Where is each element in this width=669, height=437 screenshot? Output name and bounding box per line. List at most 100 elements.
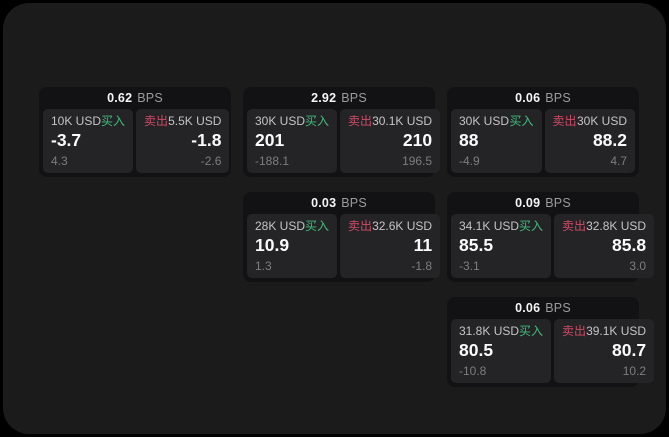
quote-panels: 30K USD 买入 88 -4.9 卖出 30K USD 88.2 4.7 [451, 109, 635, 173]
quote-panels: 34.1K USD 买入 85.5 -3.1 卖出 32.8K USD 85.8… [451, 214, 655, 278]
buy-sub-value: -3.1 [459, 259, 480, 273]
sell-panel[interactable]: 卖出 5.5K USD -1.8 -2.6 [136, 109, 230, 173]
buy-panel[interactable]: 30K USD 买入 201 -188.1 [247, 109, 338, 173]
quote-card: 0.06 BPS 31.8K USD 买入 80.5 -10.8 卖出 39.1… [447, 297, 655, 387]
buy-panel-top: 10K USD 买入 [51, 114, 125, 129]
buy-panel-top: 34.1K USD 买入 [459, 219, 543, 234]
sell-notional: 30K USD [576, 114, 627, 128]
buy-price: 10.9 [255, 235, 290, 255]
buy-sub-value: 4.3 [51, 154, 68, 168]
buy-panel[interactable]: 31.8K USD 买入 80.5 -10.8 [451, 319, 552, 383]
sell-sub-value: 4.7 [610, 154, 627, 168]
buy-panel-top: 31.8K USD 买入 [459, 324, 543, 339]
sell-price: 85.8 [612, 235, 647, 255]
sell-panel[interactable]: 卖出 32.6K USD 11 -1.8 [340, 214, 441, 278]
buy-side-label: 买入 [509, 114, 534, 128]
quote-card: 0.03 BPS 28K USD 买入 10.9 1.3 卖出 32.6K US… [243, 192, 441, 282]
buy-sub-value: -10.8 [459, 364, 487, 378]
sell-sub-value: 196.5 [402, 154, 433, 168]
sell-sub-value: -2.6 [200, 154, 222, 168]
quote-grid: 0.62 BPS 10K USD 买入 -3.7 4.3 卖出 5.5K USD [39, 87, 655, 387]
buy-panel[interactable]: 34.1K USD 买入 85.5 -3.1 [451, 214, 552, 278]
sell-panel-top: 卖出 30.1K USD [348, 114, 432, 129]
quote-panels: 28K USD 买入 10.9 1.3 卖出 32.6K USD 11 -1.8 [247, 214, 441, 278]
bps-header: 0.62 BPS [43, 87, 227, 109]
buy-price: -3.7 [51, 130, 82, 150]
bps-unit-label: BPS [341, 196, 367, 210]
bps-unit-label: BPS [137, 91, 163, 105]
bps-unit-label: BPS [545, 301, 571, 315]
sell-price: 210 [402, 130, 433, 150]
sell-price: 11 [413, 235, 433, 255]
buy-side-label: 买入 [101, 114, 126, 128]
sell-panel-top: 卖出 5.5K USD [144, 114, 221, 129]
bps-value: 0.06 [515, 91, 541, 105]
bps-header: 0.06 BPS [451, 87, 635, 109]
bps-header: 0.06 BPS [451, 297, 635, 319]
sell-side-label: 卖出 [144, 114, 169, 128]
sell-side-label: 卖出 [562, 219, 587, 233]
buy-side-label: 买入 [305, 114, 330, 128]
sell-panel[interactable]: 卖出 32.8K USD 85.8 3.0 [554, 214, 655, 278]
bps-unit-label: BPS [545, 91, 571, 105]
quote-card: 0.06 BPS 30K USD 买入 88 -4.9 卖出 30K USD [447, 87, 639, 177]
buy-side-label: 买入 [305, 219, 330, 233]
buy-panel[interactable]: 10K USD 买入 -3.7 4.3 [43, 109, 134, 173]
buy-panel-top: 30K USD 买入 [459, 114, 534, 129]
bps-unit-label: BPS [545, 196, 571, 210]
bps-value: 0.03 [311, 196, 337, 210]
bps-value: 2.92 [311, 91, 337, 105]
sell-notional: 30.1K USD [372, 114, 433, 128]
sell-panel-top: 卖出 30K USD [553, 114, 628, 129]
sell-panel-top: 卖出 32.8K USD [562, 219, 646, 234]
buy-price: 88 [459, 130, 479, 150]
app-window: 0.62 BPS 10K USD 买入 -3.7 4.3 卖出 5.5K USD [3, 3, 666, 434]
bps-header: 2.92 BPS [247, 87, 431, 109]
buy-sub-value: -188.1 [255, 154, 290, 168]
buy-notional: 31.8K USD [459, 324, 520, 338]
buy-notional: 30K USD [255, 114, 306, 128]
buy-notional: 30K USD [459, 114, 510, 128]
sell-sub-value: 3.0 [629, 259, 647, 273]
bps-header: 0.03 BPS [247, 192, 431, 214]
sell-price: 80.7 [612, 340, 647, 360]
bps-value: 0.06 [515, 301, 541, 315]
buy-notional: 34.1K USD [459, 219, 520, 233]
buy-side-label: 买入 [519, 324, 544, 338]
buy-panel[interactable]: 30K USD 买入 88 -4.9 [451, 109, 542, 173]
sell-panel-top: 卖出 39.1K USD [562, 324, 646, 339]
bps-header: 0.09 BPS [451, 192, 635, 214]
buy-notional: 10K USD [51, 114, 102, 128]
buy-sub-value: -4.9 [459, 154, 480, 168]
sell-panel[interactable]: 卖出 39.1K USD 80.7 10.2 [554, 319, 655, 383]
sell-notional: 5.5K USD [168, 114, 222, 128]
bps-unit-label: BPS [341, 91, 367, 105]
sell-panel[interactable]: 卖出 30K USD 88.2 4.7 [544, 109, 635, 173]
sell-panel[interactable]: 卖出 30.1K USD 210 196.5 [340, 109, 441, 173]
sell-sub-value: 10.2 [622, 364, 647, 378]
sell-notional: 32.8K USD [586, 219, 647, 233]
buy-panel[interactable]: 28K USD 买入 10.9 1.3 [247, 214, 338, 278]
buy-side-label: 买入 [519, 219, 544, 233]
sell-side-label: 卖出 [348, 219, 373, 233]
buy-price: 201 [255, 130, 285, 150]
sell-side-label: 卖出 [348, 114, 373, 128]
quote-panels: 31.8K USD 买入 80.5 -10.8 卖出 39.1K USD 80.… [451, 319, 655, 383]
buy-notional: 28K USD [255, 219, 306, 233]
sell-side-label: 卖出 [562, 324, 587, 338]
buy-sub-value: 1.3 [255, 259, 272, 273]
quote-card: 0.09 BPS 34.1K USD 买入 85.5 -3.1 卖出 32.8K… [447, 192, 655, 282]
quote-panels: 30K USD 买入 201 -188.1 卖出 30.1K USD 210 1… [247, 109, 441, 173]
quote-panels: 10K USD 买入 -3.7 4.3 卖出 5.5K USD -1.8 -2.… [43, 109, 230, 173]
sell-notional: 32.6K USD [372, 219, 433, 233]
sell-sub-value: -1.8 [411, 259, 433, 273]
quote-card: 2.92 BPS 30K USD 买入 201 -188.1 卖出 30.1K … [243, 87, 441, 177]
bps-value: 0.09 [515, 196, 541, 210]
sell-price: 88.2 [592, 130, 627, 150]
buy-price: 85.5 [459, 235, 494, 255]
bps-value: 0.62 [107, 91, 133, 105]
buy-panel-top: 30K USD 买入 [255, 114, 329, 129]
sell-notional: 39.1K USD [586, 324, 647, 338]
sell-side-label: 卖出 [552, 114, 577, 128]
buy-price: 80.5 [459, 340, 494, 360]
